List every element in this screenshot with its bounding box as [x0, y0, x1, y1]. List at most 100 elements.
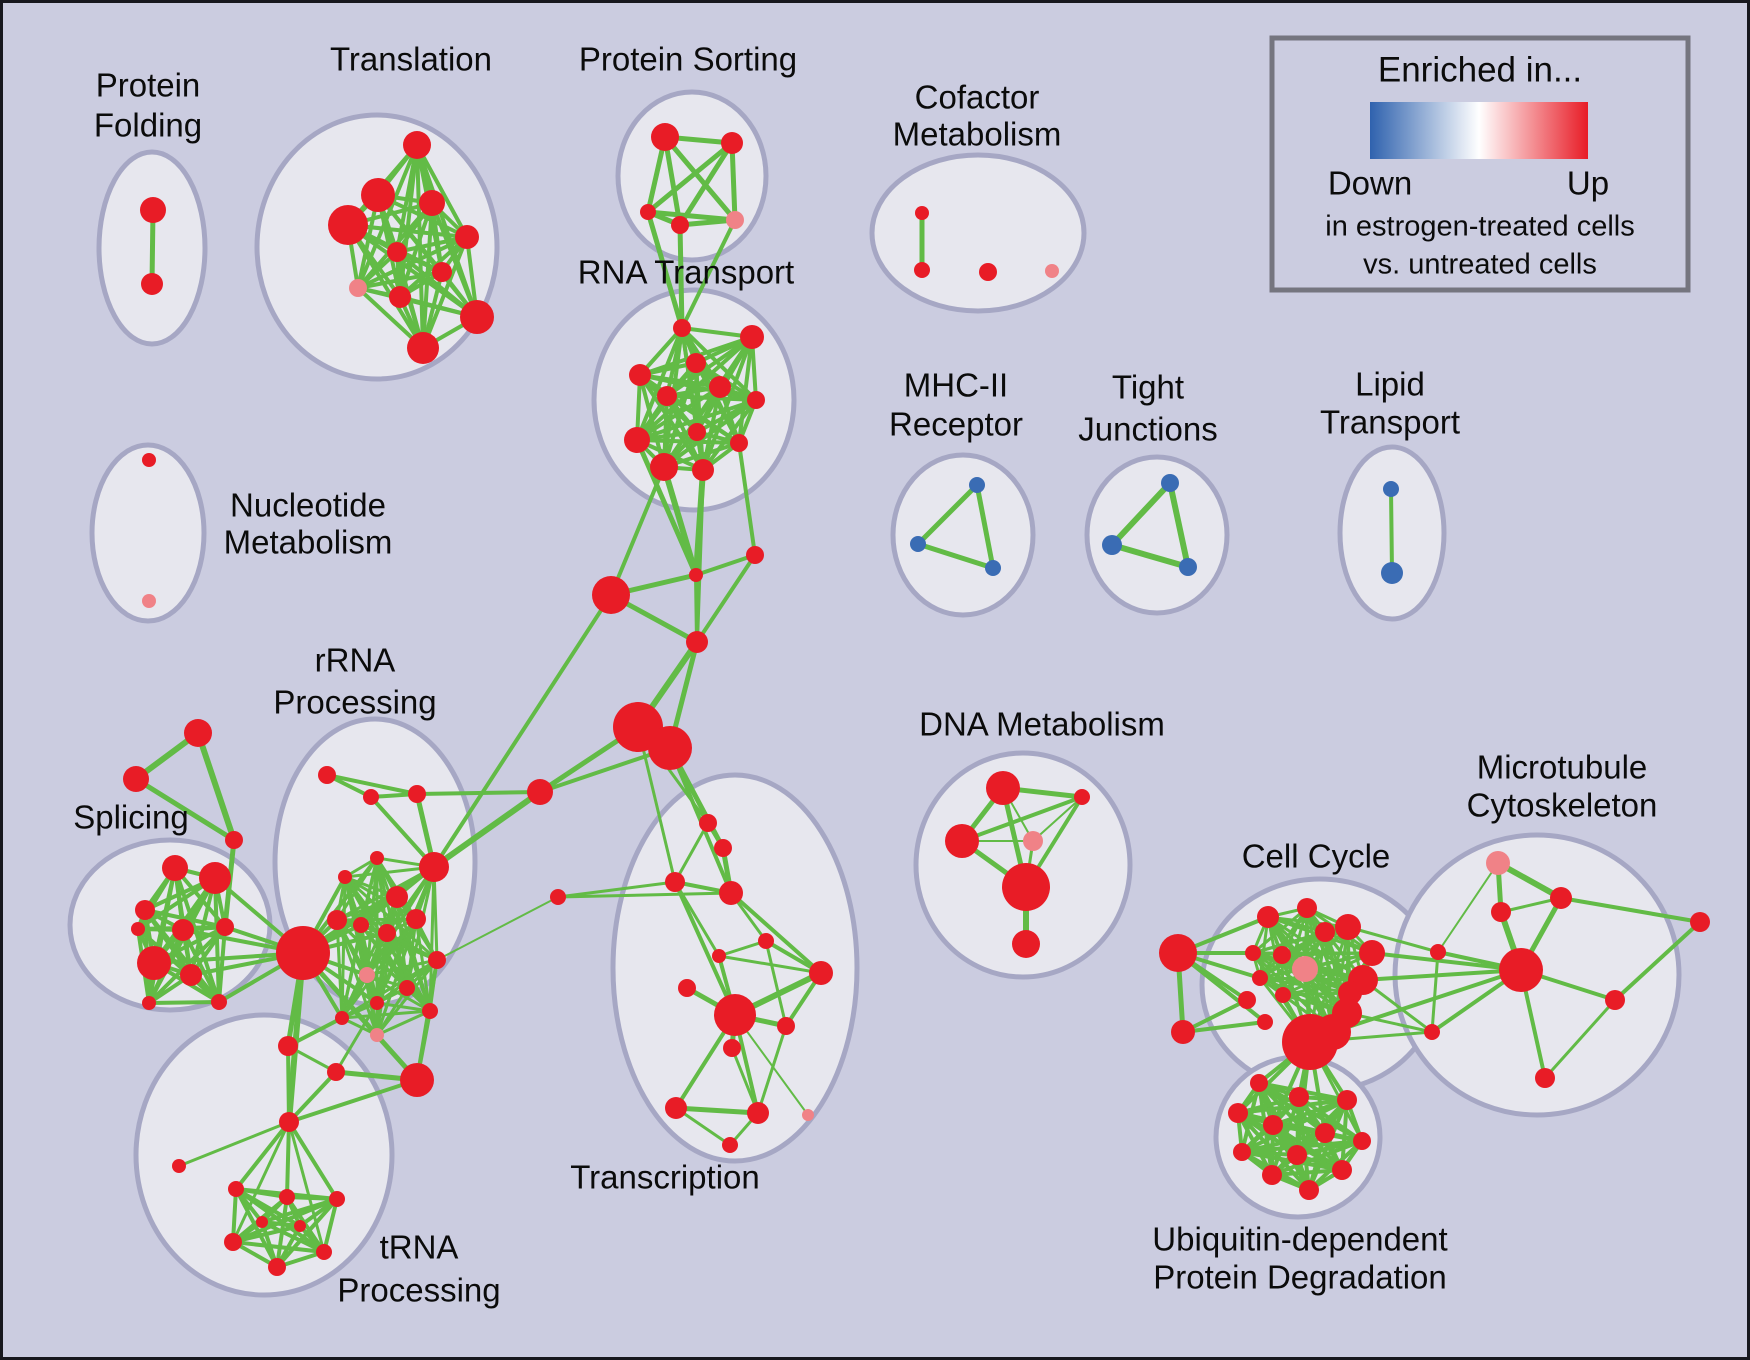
nodes: [123, 123, 1710, 1276]
cluster-ellipse-mh: [890, 452, 1036, 618]
gene-set-node: [184, 719, 212, 747]
gene-set-node: [1289, 1087, 1309, 1107]
legend-box: [1269, 35, 1691, 293]
gene-set-node: [657, 386, 677, 406]
gene-set-node: [665, 1097, 687, 1119]
gene-set-node: [460, 300, 494, 334]
gene-set-node: [276, 926, 330, 980]
gene-set-node: [714, 839, 732, 857]
gene-set-node: [945, 824, 979, 858]
gene-set-node: [428, 951, 446, 969]
gene-set-node: [294, 1220, 306, 1232]
gene-set-node: [719, 881, 743, 905]
edge: [694, 553, 757, 577]
gene-set-node: [915, 206, 929, 220]
edge: [432, 593, 613, 869]
edge: [177, 1120, 291, 1168]
gene-set-node: [455, 225, 479, 249]
gene-set-node: [370, 996, 384, 1010]
gene-set-node: [726, 211, 744, 229]
gene-set-node: [1252, 970, 1268, 986]
gene-set-node: [419, 190, 445, 216]
gene-set-node: [363, 789, 379, 805]
edge: [395, 895, 432, 1013]
gene-set-node: [1179, 558, 1197, 576]
gene-set-node: [407, 332, 439, 364]
gene-set-node: [370, 851, 384, 865]
edge: [143, 908, 221, 1004]
edge: [717, 939, 768, 958]
gene-set-node: [419, 852, 449, 882]
edge: [286, 1016, 344, 1048]
cluster-label-dm: DNA Metabolism: [919, 706, 1165, 743]
edge: [673, 880, 737, 1017]
gene-set-node: [1359, 940, 1385, 966]
gene-set-node: [211, 994, 227, 1010]
edge: [340, 1009, 432, 1020]
edge: [335, 918, 344, 1020]
cluster-ellipse-cm: [869, 152, 1087, 314]
gene-set-node: [1605, 990, 1625, 1010]
gene-set-node: [740, 325, 764, 349]
gene-set-node: [327, 910, 347, 930]
gene-set-node: [758, 933, 774, 949]
gene-set-node: [1002, 863, 1050, 911]
gene-set-node: [268, 1258, 286, 1276]
legend-down-label: Down: [1328, 165, 1412, 202]
gene-set-node: [592, 576, 630, 614]
edge: [635, 398, 758, 442]
edge: [701, 398, 758, 472]
edge: [195, 730, 237, 843]
gene-set-node: [979, 263, 997, 281]
edge: [356, 270, 444, 290]
edge: [673, 1105, 761, 1116]
edge: [717, 954, 823, 975]
gene-set-node: [256, 1216, 268, 1228]
edge: [375, 1001, 432, 1013]
gene-set-node: [1335, 914, 1361, 940]
gene-set-node: [329, 1191, 345, 1207]
edge: [385, 931, 439, 962]
gene-set-node: [389, 286, 411, 308]
edge: [915, 541, 996, 571]
edge: [661, 464, 699, 578]
gene-set-node: [678, 979, 696, 997]
gene-set-node: [1245, 945, 1261, 961]
gene-set-node: [1012, 930, 1040, 958]
gene-set-node: [316, 1244, 332, 1260]
cluster-label-ub: Ubiquitin-dependent: [1152, 1221, 1447, 1258]
gene-set-node: [914, 262, 930, 278]
edge: [325, 773, 419, 796]
gene-set-node: [406, 909, 426, 929]
edge: [645, 140, 735, 215]
edge: [260, 1197, 339, 1224]
edge: [695, 468, 705, 644]
edge: [260, 1220, 302, 1228]
edge: [173, 866, 221, 1004]
gene-set-node: [338, 870, 352, 884]
edge: [1613, 920, 1702, 1002]
edge: [636, 725, 677, 884]
edge: [665, 394, 758, 402]
gene-set-node: [671, 216, 689, 234]
legend-caption-line1: in estrogen-treated cells: [1325, 211, 1635, 243]
edge: [677, 140, 735, 228]
gene-set-node: [225, 831, 243, 849]
gene-set-node: [1486, 851, 1510, 875]
edge: [334, 1001, 379, 1074]
edge: [1495, 860, 1564, 901]
gene-set-node: [1263, 1115, 1283, 1135]
gene-set-node: [686, 631, 708, 653]
gene-set-node: [640, 204, 656, 220]
edge: [143, 908, 227, 929]
gene-set-node: [278, 1036, 298, 1056]
edge: [147, 1000, 221, 1005]
cluster-label-mt: Cytoskeleton: [1467, 787, 1658, 824]
edge: [1270, 1095, 1301, 1177]
gene-set-node: [665, 872, 685, 892]
gene-set-node: [370, 1028, 384, 1042]
gene-set-node: [1499, 948, 1543, 992]
edge: [729, 891, 823, 975]
edge: [635, 438, 741, 445]
